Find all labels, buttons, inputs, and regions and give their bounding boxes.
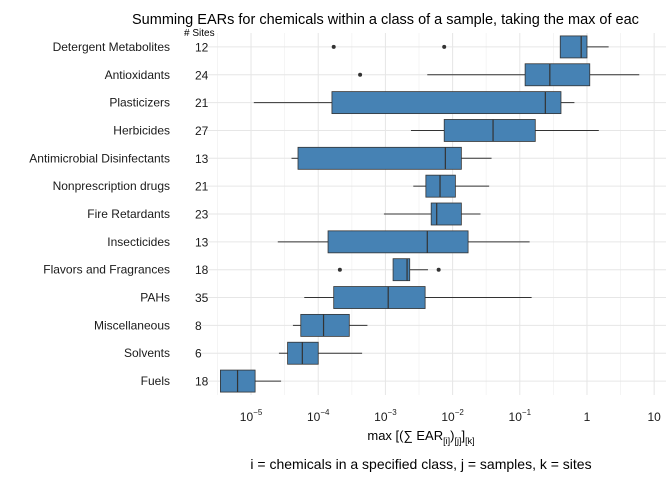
site-count: 27 xyxy=(195,124,209,138)
box-nonprescription-drugs xyxy=(413,174,490,198)
box-iqr xyxy=(327,230,469,254)
site-count: 13 xyxy=(195,152,209,166)
site-count: 24 xyxy=(195,68,209,82)
category-label: Solvents xyxy=(124,346,170,360)
box-detergent-metabolites xyxy=(331,35,609,59)
category-label: Plasticizers xyxy=(109,96,170,110)
box-iqr xyxy=(300,313,350,337)
category-labels: Detergent Metabolites Antioxidants Plastic… xyxy=(29,40,170,388)
x-tick-exponent: −2 xyxy=(455,408,465,417)
x-axis-ticks: 10−5 10−4 10−3 10−2 10−1 1 10 xyxy=(240,408,661,424)
category-label: Antimicrobial Disinfectants xyxy=(29,151,170,165)
category-label: Insecticides xyxy=(107,235,170,249)
category-label: Nonprescription drugs xyxy=(53,179,170,193)
x-tick-label: 10−3 xyxy=(374,408,397,424)
outlier-point xyxy=(436,267,441,272)
site-count: 23 xyxy=(195,208,209,222)
x-tick-exponent: −5 xyxy=(253,408,263,417)
x-tick-base: 10 xyxy=(509,410,523,424)
outlier-point xyxy=(442,44,447,49)
site-count: 21 xyxy=(195,180,209,194)
x-tick-label: 10 xyxy=(647,410,661,424)
x-axis-label-sub-i: [i] xyxy=(443,436,450,446)
site-count: 8 xyxy=(195,319,202,333)
x-tick-base: 10 xyxy=(647,410,661,424)
category-label: Antioxidants xyxy=(105,68,170,82)
site-count: 6 xyxy=(195,347,202,361)
box-iqr xyxy=(524,63,591,87)
x-axis-label-paren: ) xyxy=(450,428,454,443)
category-label: Fire Retardants xyxy=(87,207,170,221)
x-tick-exponent: −4 xyxy=(320,408,330,417)
box-fuels xyxy=(220,369,282,393)
outlier-point xyxy=(331,44,336,49)
box-iqr xyxy=(430,202,462,226)
boxplot-series xyxy=(220,35,640,393)
category-label: Miscellaneous xyxy=(94,318,170,332)
box-insecticides xyxy=(277,230,530,254)
x-tick-label: 10−4 xyxy=(307,408,330,424)
box-iqr xyxy=(392,258,411,282)
site-count: 18 xyxy=(195,263,209,277)
box-iqr xyxy=(297,146,462,170)
box-miscellaneous xyxy=(292,313,368,337)
outlier-point xyxy=(337,267,342,272)
x-tick-base: 10 xyxy=(240,410,254,424)
x-axis-label: max [(∑ EAR[i])[j]][k] xyxy=(367,428,474,446)
box-fire-retardants xyxy=(383,202,481,226)
x-tick-label: 10−2 xyxy=(441,408,464,424)
x-tick-base: 1 xyxy=(584,410,591,424)
site-count: 21 xyxy=(195,96,209,110)
category-label: Detergent Metabolites xyxy=(53,40,170,54)
category-label: Fuels xyxy=(141,374,170,388)
x-tick-label: 10−5 xyxy=(240,408,263,424)
category-label: PAHs xyxy=(140,291,170,305)
box-antimicrobial-disinfectants xyxy=(291,146,492,170)
box-plasticizers xyxy=(253,91,575,115)
category-label: Herbicides xyxy=(113,123,170,137)
box-antioxidants xyxy=(358,63,640,87)
x-tick-label: 10−1 xyxy=(509,408,532,424)
chart-title: Summing EARs for chemicals within a clas… xyxy=(132,12,639,28)
box-iqr xyxy=(559,35,588,59)
box-iqr xyxy=(331,91,562,115)
box-iqr xyxy=(333,286,426,309)
box-herbicides xyxy=(410,119,599,142)
x-axis-label-sub-j: [j] xyxy=(454,436,461,446)
x-tick-base: 10 xyxy=(374,410,388,424)
x-tick-exponent: −1 xyxy=(522,408,532,417)
outlier-point xyxy=(358,72,363,77)
box-solvents xyxy=(278,341,363,365)
site-count: 12 xyxy=(195,40,209,54)
x-tick-label: 1 xyxy=(584,410,591,424)
x-axis-label-text: max [(∑ EAR xyxy=(367,428,443,443)
x-tick-exponent: −3 xyxy=(388,408,398,417)
x-tick-base: 10 xyxy=(441,410,455,424)
box-pahs xyxy=(304,286,532,309)
site-count: 18 xyxy=(195,375,209,389)
category-label: Flavors and Fragrances xyxy=(43,263,170,277)
box-flavors-and-fragrances xyxy=(337,258,441,282)
chart-caption: i = chemicals in a specified class, j = … xyxy=(250,456,591,472)
sites-column-header: # Sites xyxy=(184,28,215,39)
site-count: 13 xyxy=(195,235,209,249)
x-axis-label-sub-k: [k] xyxy=(465,436,475,446)
site-count: 35 xyxy=(195,291,209,305)
x-tick-base: 10 xyxy=(307,410,321,424)
site-count-labels: 12 24 21 27 13 21 23 13 18 35 8 6 18 xyxy=(195,40,209,388)
x-axis-label-bracket: ] xyxy=(461,428,465,443)
box-iqr xyxy=(443,119,536,142)
